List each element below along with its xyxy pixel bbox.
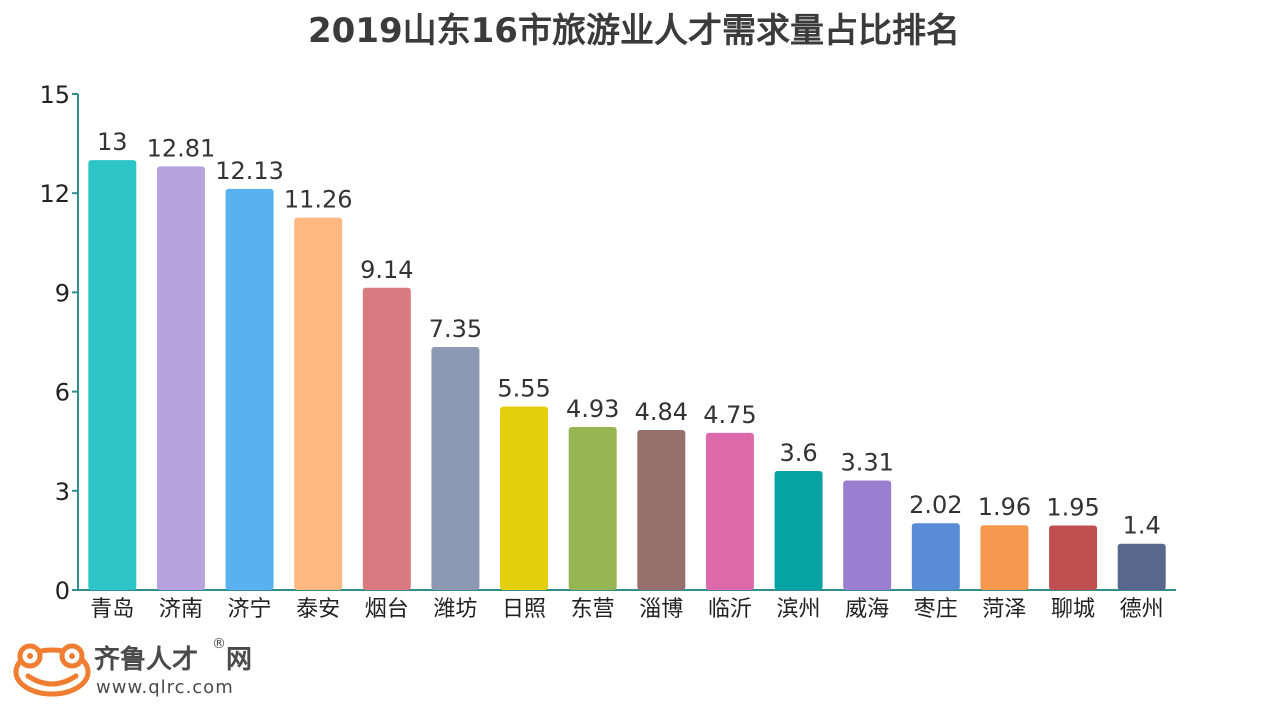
value-label: 1.95 bbox=[1046, 494, 1099, 522]
category-label: 威海 bbox=[845, 597, 889, 622]
logo-url: www.qlrc.com bbox=[96, 677, 234, 698]
bar-德州 bbox=[1117, 543, 1166, 590]
category-label: 青岛 bbox=[90, 597, 134, 622]
bar-烟台 bbox=[362, 287, 411, 590]
value-label: 1.4 bbox=[1123, 512, 1161, 540]
value-label: 4.93 bbox=[566, 395, 619, 423]
bar-菏泽 bbox=[980, 525, 1029, 590]
category-label: 菏泽 bbox=[982, 597, 1026, 622]
bar-泰安 bbox=[294, 217, 343, 591]
value-label: 9.14 bbox=[360, 256, 413, 284]
y-tick-label: 0 bbox=[55, 577, 70, 605]
logo-suffix: 网 bbox=[226, 645, 252, 675]
y-tick-label: 12 bbox=[39, 180, 70, 208]
value-label: 4.75 bbox=[703, 401, 756, 429]
category-label: 济宁 bbox=[228, 597, 272, 622]
logo: 齐鲁人才 网 ® www.qlrc.com bbox=[13, 636, 252, 698]
category-label: 枣庄 bbox=[914, 597, 958, 622]
value-label: 5.55 bbox=[497, 374, 550, 402]
y-tick-label: 15 bbox=[39, 81, 70, 109]
y-tick-label: 6 bbox=[55, 379, 70, 407]
value-label: 1.96 bbox=[978, 493, 1031, 521]
bar-潍坊 bbox=[431, 346, 480, 590]
category-label: 临沂 bbox=[708, 597, 752, 622]
category-label: 德州 bbox=[1120, 597, 1164, 622]
y-tick-label: 9 bbox=[55, 279, 70, 307]
category-label: 淄博 bbox=[639, 597, 683, 622]
bar-东营 bbox=[568, 426, 617, 590]
category-label: 东营 bbox=[571, 597, 615, 622]
y-tick-label: 3 bbox=[55, 478, 70, 506]
bar-淄博 bbox=[637, 429, 686, 590]
bar-滨州 bbox=[774, 470, 823, 590]
logo-registered: ® bbox=[212, 636, 226, 652]
category-label: 济南 bbox=[159, 597, 203, 622]
value-label: 3.31 bbox=[840, 449, 893, 477]
bar-威海 bbox=[843, 480, 892, 590]
bar-济宁 bbox=[225, 188, 274, 590]
category-label: 潍坊 bbox=[433, 597, 477, 622]
value-label: 11.26 bbox=[284, 186, 353, 214]
bar-聊城 bbox=[1049, 525, 1098, 590]
bar-临沂 bbox=[705, 432, 754, 590]
value-label: 7.35 bbox=[429, 315, 482, 343]
category-labels: 青岛 济南 济宁 泰安 烟台 潍坊 日照 东营 淄博 临沂 滨州 威海 枣庄 菏泽 聊城 德州 bbox=[90, 597, 1163, 622]
category-label: 日照 bbox=[502, 597, 546, 622]
category-label: 滨州 bbox=[777, 597, 821, 622]
logo-name: 齐鲁人才 bbox=[94, 644, 198, 675]
category-label: 烟台 bbox=[365, 597, 409, 622]
bar-枣庄 bbox=[911, 523, 960, 590]
chart-title: 2019山东16市旅游业人才需求量占比排名 bbox=[308, 11, 960, 51]
bar-日照 bbox=[500, 406, 549, 590]
category-label: 泰安 bbox=[296, 597, 340, 622]
value-label: 13 bbox=[97, 128, 128, 156]
bar-济南 bbox=[156, 166, 205, 590]
category-label: 聊城 bbox=[1051, 597, 1095, 622]
value-label: 12.13 bbox=[215, 157, 284, 185]
value-label: 12.81 bbox=[147, 134, 216, 162]
bars bbox=[88, 160, 1166, 591]
value-label: 3.6 bbox=[779, 439, 817, 467]
value-label: 2.02 bbox=[909, 491, 962, 519]
frog-logo-icon bbox=[13, 643, 91, 697]
value-label: 4.84 bbox=[635, 398, 688, 426]
bar-青岛 bbox=[88, 160, 137, 590]
